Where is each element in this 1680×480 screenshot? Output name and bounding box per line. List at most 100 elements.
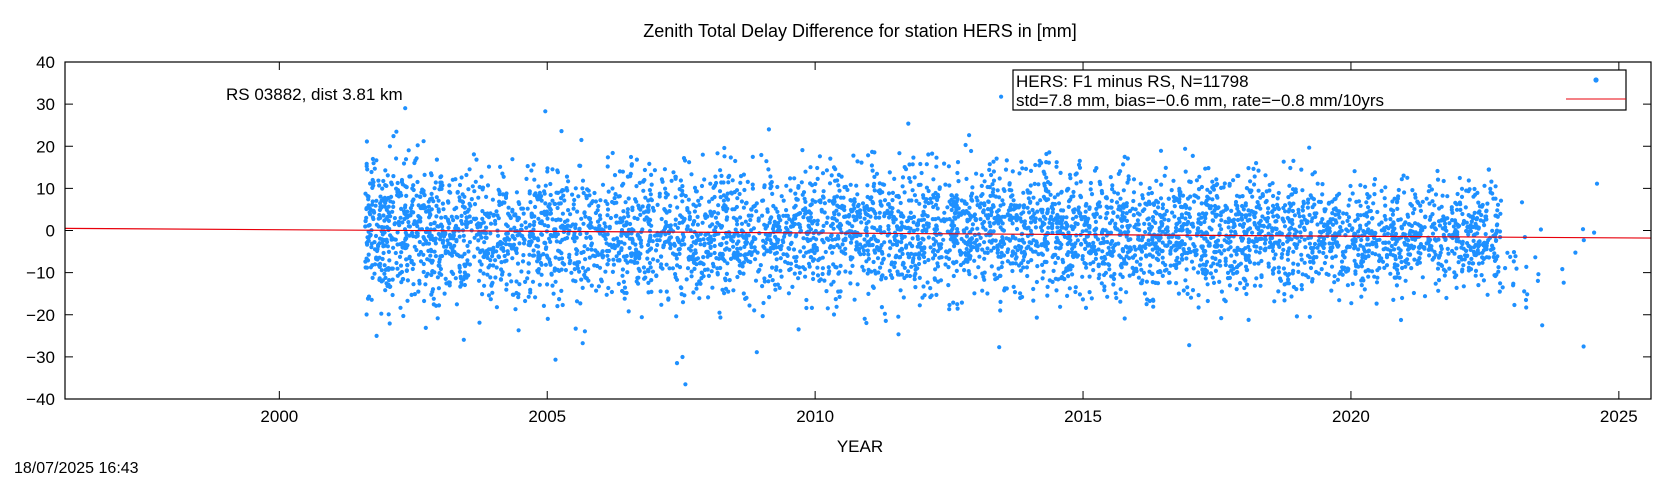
data-point [1174,243,1179,248]
data-point [841,195,846,200]
data-point [1019,159,1024,164]
data-point [1167,280,1172,285]
data-point [386,210,391,215]
data-point [727,278,732,283]
data-point [386,282,391,287]
data-point [1430,231,1436,236]
data-point [1024,265,1029,270]
data-point [706,273,712,278]
data-point [1156,257,1161,263]
data-point [1106,245,1111,250]
data-point [887,239,893,244]
data-point [1276,265,1281,270]
data-point [737,269,742,275]
data-point [1429,224,1434,229]
data-point [781,213,786,218]
data-point [712,237,717,242]
data-point [1160,273,1165,278]
data-point [509,243,514,248]
data-point [1293,189,1298,194]
data-point [1370,240,1375,245]
data-point [1362,213,1367,218]
data-point [409,260,414,265]
data-point [1274,227,1279,232]
data-point [1282,298,1287,303]
data-point [1078,193,1083,198]
data-point [1217,223,1222,228]
data-point [582,329,588,334]
data-point [967,205,972,210]
data-point [1199,254,1205,259]
data-point [904,273,909,278]
data-point [1141,270,1146,275]
data-point [663,208,668,213]
data-point [794,254,799,260]
data-point [381,250,386,256]
data-point [1388,271,1393,276]
data-point [924,185,930,190]
data-point [820,171,826,176]
data-point [584,276,589,281]
data-point [580,265,586,270]
data-point [536,267,542,272]
data-point [1358,183,1363,188]
data-point [746,213,751,218]
data-point [805,210,810,215]
data-point [1240,224,1246,229]
data-point [1260,192,1265,197]
data-point [422,172,427,177]
data-point [922,250,927,255]
data-point [680,354,685,360]
data-point [1028,220,1034,225]
data-point [792,205,797,210]
data-point [1228,264,1233,269]
data-point [550,198,555,203]
data-point [859,220,864,225]
data-point [907,176,912,181]
data-point [1358,203,1363,208]
data-point [406,148,411,153]
data-point [678,178,684,183]
data-point [426,204,431,209]
data-point [873,250,878,255]
data-point [459,213,464,218]
data-point [512,213,517,218]
data-point [654,273,659,278]
data-point [815,176,820,181]
data-point [1005,212,1010,217]
data-point [436,207,441,212]
data-point [605,164,610,169]
data-point [1010,193,1015,198]
data-point [1131,255,1136,260]
data-point [621,215,627,220]
data-point [1297,214,1302,219]
data-point [1244,257,1249,262]
data-point [1000,235,1005,240]
data-point [641,188,646,193]
data-point [917,303,922,308]
data-point [455,226,460,231]
data-point [896,195,902,200]
data-point [560,211,566,216]
data-point [1055,212,1060,218]
data-point [1138,262,1143,267]
data-point [851,202,856,207]
data-point [692,209,698,214]
data-point [898,288,903,293]
data-point [674,256,679,261]
data-point [559,256,565,261]
data-point [921,195,926,200]
data-point [1270,268,1275,273]
data-point [396,219,401,224]
data-point [438,234,443,239]
data-point [472,202,478,207]
data-point [712,210,717,215]
data-point [431,199,436,204]
data-point [1251,166,1256,171]
data-point [488,297,493,302]
data-point [1179,212,1184,217]
data-point [731,215,736,220]
data-point [1160,240,1165,245]
data-point [381,225,386,230]
data-point [446,280,451,285]
